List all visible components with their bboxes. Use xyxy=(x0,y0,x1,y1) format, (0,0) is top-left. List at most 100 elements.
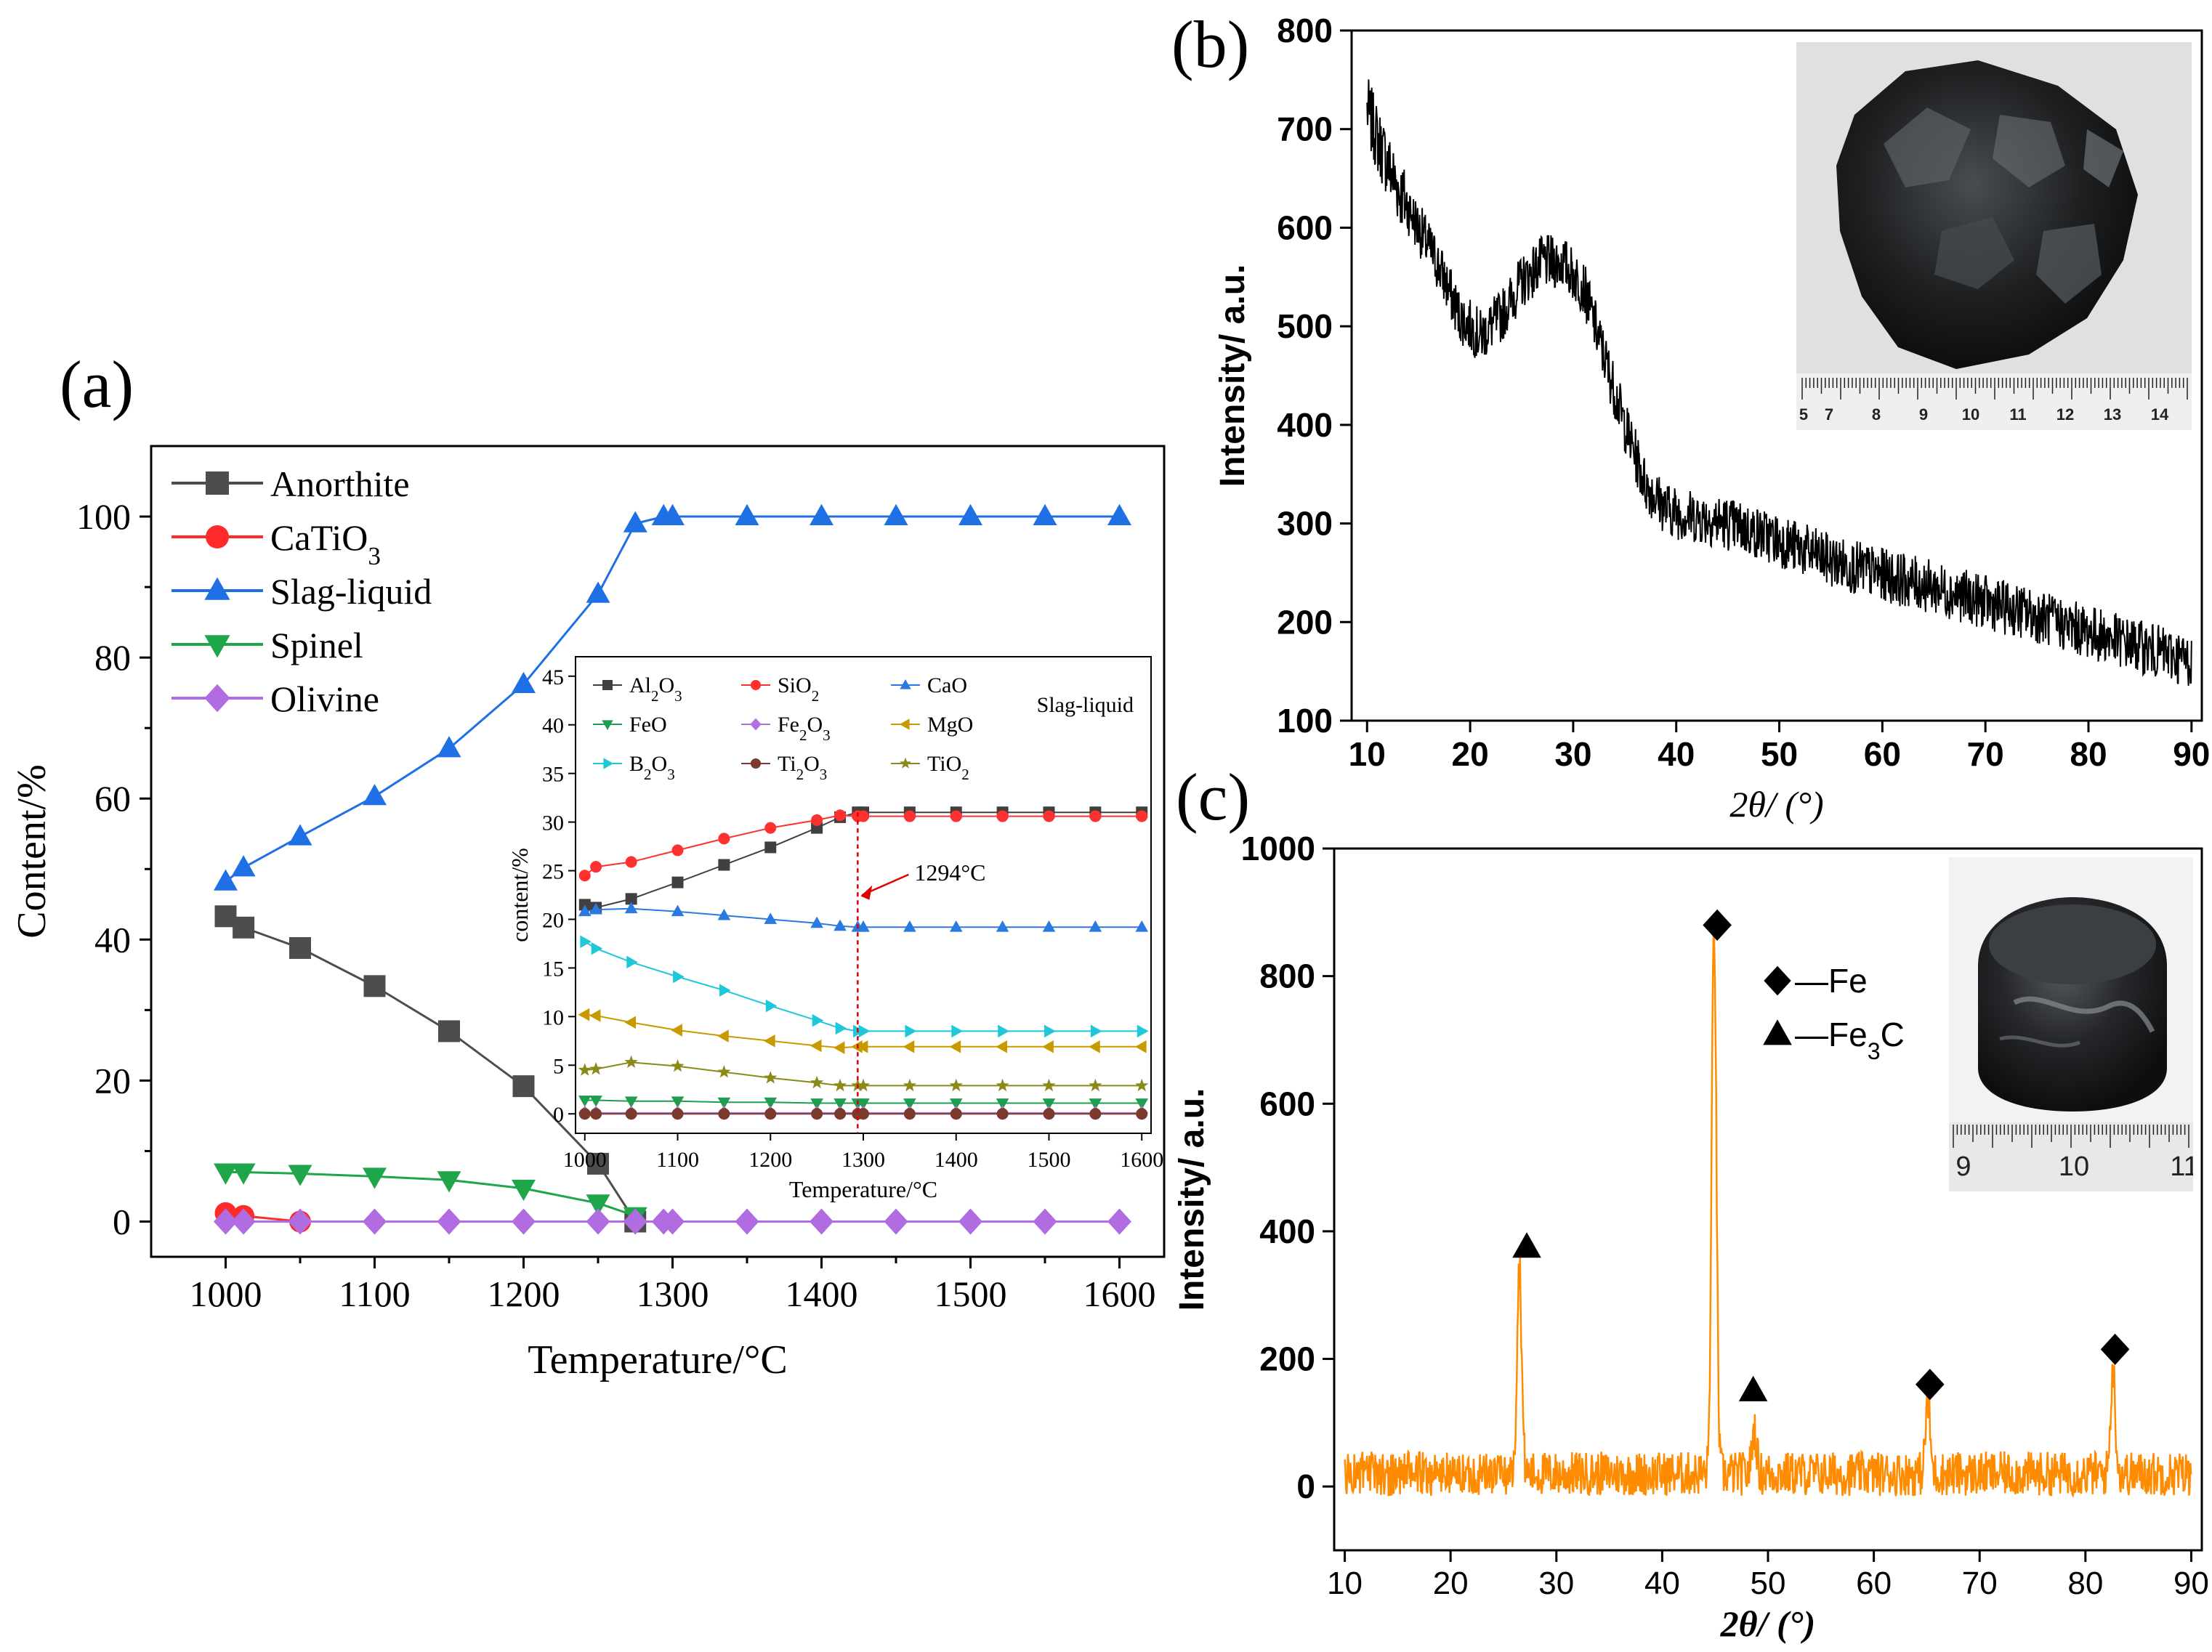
y-tick-label-a: 60 xyxy=(94,778,131,819)
panel-c-label: (c) xyxy=(1176,760,1250,834)
inset-data-point-tio2 xyxy=(856,1078,871,1092)
annotation-arrowhead xyxy=(860,885,873,900)
inset-legend-marker xyxy=(603,758,614,769)
inset-data-point-ti2o3 xyxy=(811,1108,823,1120)
ruler-label: 11 xyxy=(2170,1151,2193,1182)
x-axis-label-b: 2θ/ (°) xyxy=(1729,784,1823,825)
xrd-trace-b xyxy=(1366,79,2192,686)
inset-data-point-cao xyxy=(833,919,847,931)
inset-data-point-sio2 xyxy=(950,810,962,822)
inset-data-point-ti2o3 xyxy=(1089,1108,1102,1120)
legend-fe-label: —Fe xyxy=(1795,962,1868,1000)
y-tick-label-c: 800 xyxy=(1259,957,1315,995)
slag-photo: 5 7 8 9 10 11 12 13 14 xyxy=(1796,42,2192,430)
inset-data-point-feo xyxy=(1042,1098,1056,1110)
y-tick-label-b: 400 xyxy=(1277,406,1333,444)
data-point-spinel xyxy=(512,1179,536,1202)
inset-data-point-b2o3 xyxy=(1044,1024,1056,1038)
y-axis-label-b: Intensity/ a.u. xyxy=(1214,264,1252,487)
x-tick-label-b: 10 xyxy=(1349,735,1386,773)
inset-y-tick-label: 10 xyxy=(542,1005,564,1029)
inset-data-point-cao xyxy=(857,920,870,932)
inset-data-point-sio2 xyxy=(625,856,637,868)
inset-data-point-tio2 xyxy=(717,1065,731,1078)
inset-data-point-cao xyxy=(810,916,823,928)
data-point-olivine xyxy=(810,1208,833,1235)
fe-peak-marker xyxy=(1915,1369,1945,1401)
inset-data-point-ti2o3 xyxy=(857,1108,869,1120)
inset-title: Slag-liquid xyxy=(1037,693,1134,717)
inset-series-line-al2o3 xyxy=(584,811,1142,909)
inset-data-point-feo xyxy=(624,1096,638,1109)
data-point-slag-liquid xyxy=(1033,503,1057,526)
data-point-olivine xyxy=(1107,1208,1131,1235)
inset-data-point-cao xyxy=(764,912,778,924)
data-point-spinel xyxy=(214,1163,238,1185)
x-tick-label-b: 20 xyxy=(1452,735,1489,773)
data-point-anorthite xyxy=(289,936,311,959)
inset-data-point-cao xyxy=(996,920,1009,932)
x-tick-label-a: 1100 xyxy=(339,1274,410,1314)
ruler-b: 5 7 8 9 10 11 12 13 14 xyxy=(1799,378,2188,424)
inset-data-point-sio2 xyxy=(834,809,847,822)
series-line-anorthite xyxy=(225,915,637,1223)
ruler-label: 7 xyxy=(1825,405,1833,424)
x-tick-label-c: 90 xyxy=(2173,1566,2209,1601)
inset-legend-label: Ti2O3 xyxy=(778,752,827,783)
inset-x-tick-label: 1300 xyxy=(841,1148,885,1172)
ruler-label: 8 xyxy=(1872,405,1881,424)
y-tick-label-a: 80 xyxy=(94,637,131,678)
inset-data-point-b2o3 xyxy=(1090,1024,1102,1038)
inset-data-point-b2o3 xyxy=(591,942,603,955)
data-point-spinel xyxy=(586,1194,610,1216)
inset-data-point-sio2 xyxy=(764,822,777,834)
inset-y-tick-label: 0 xyxy=(553,1103,564,1127)
inset-data-point-sio2 xyxy=(590,861,602,873)
x-tick-label-b: 90 xyxy=(2173,735,2210,773)
inset-legend-label: CaO xyxy=(927,673,967,697)
y-tick-label-c: 200 xyxy=(1259,1340,1315,1378)
legend-fe-marker xyxy=(1764,965,1791,996)
inset-data-point-feo xyxy=(589,1096,602,1107)
inset-data-point-mgo xyxy=(949,1040,961,1053)
data-point-slag-liquid xyxy=(1107,503,1131,526)
inset-data-point-al2o3 xyxy=(578,899,591,911)
x-tick-label-b: 80 xyxy=(2070,735,2107,773)
inset-data-point-b2o3 xyxy=(580,935,592,949)
inset-legend-marker xyxy=(900,757,911,769)
data-point-olivine xyxy=(363,1208,387,1235)
panel-b-label: (b) xyxy=(1171,7,1249,81)
data-point-slag-liquid xyxy=(363,784,387,806)
inset-data-point-mgo xyxy=(810,1039,822,1053)
data-point-slag-liquid xyxy=(586,581,610,603)
x-tick-label-b: 60 xyxy=(1864,735,1901,773)
plot-frame-a xyxy=(150,445,1166,1258)
y-tick-label-c: 400 xyxy=(1259,1212,1315,1250)
inset-legend-label: Fe2O3 xyxy=(778,713,831,744)
ruler-label: 9 xyxy=(1955,1151,1971,1182)
ruler-label: 11 xyxy=(2009,405,2026,424)
inset-data-point-tio2 xyxy=(671,1059,685,1072)
y-tick-label-a: 40 xyxy=(94,919,131,960)
y-tick-label-a: 20 xyxy=(94,1060,131,1101)
inset-data-point-ti2o3 xyxy=(671,1108,684,1120)
y-axis-label-c: Intensity/ a.u. xyxy=(1173,1088,1211,1311)
y-tick-label-b: 100 xyxy=(1277,702,1333,740)
ruler-label: 9 xyxy=(1919,405,1928,424)
data-point-olivine xyxy=(884,1208,908,1235)
inset-data-point-b2o3 xyxy=(765,999,778,1013)
legend-label: Slag-liquid xyxy=(270,571,432,612)
y-tick-label-b: 300 xyxy=(1277,505,1333,543)
legend-marker xyxy=(206,525,229,548)
series-line-slag-liquid xyxy=(225,515,1120,883)
inset-data-point-mgo xyxy=(764,1034,775,1048)
ruler-label: 10 xyxy=(2059,1151,2089,1182)
inset-data-point-al2o3 xyxy=(671,876,684,888)
legend-label: Olivine xyxy=(270,679,379,719)
inset-x-tick-label: 1200 xyxy=(748,1148,792,1172)
inset-data-point-ti2o3 xyxy=(1136,1108,1148,1120)
ruler-label: 13 xyxy=(2104,405,2121,424)
inset-data-point-sio2 xyxy=(903,810,916,822)
inset-data-point-mgo xyxy=(833,1041,845,1054)
data-point-olivine xyxy=(288,1208,312,1235)
